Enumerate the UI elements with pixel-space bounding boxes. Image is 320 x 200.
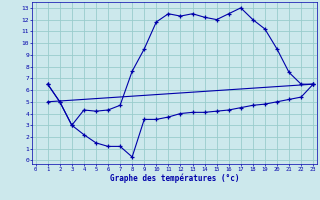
X-axis label: Graphe des températures (°c): Graphe des températures (°c) <box>110 173 239 183</box>
